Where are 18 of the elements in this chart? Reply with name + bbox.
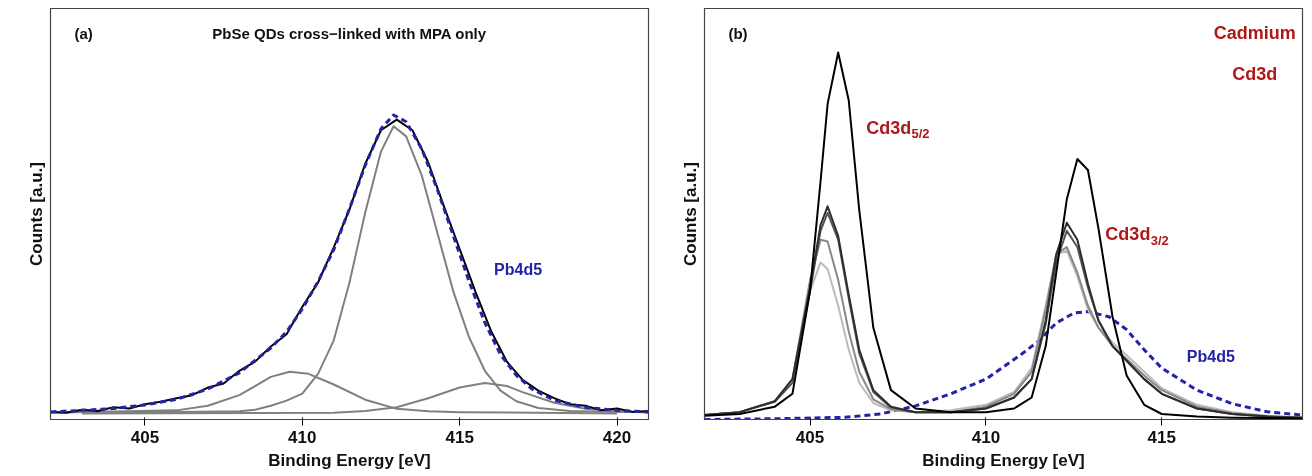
x-tick-label: 415 xyxy=(445,427,474,447)
x-tick-label: 405 xyxy=(795,427,825,447)
annotation: Cd3d xyxy=(1232,64,1278,85)
text: Cadmium xyxy=(1213,23,1296,44)
x-tick-label: 410 xyxy=(288,427,317,447)
x-tick-label: 415 xyxy=(1147,427,1176,447)
chart-title: PbSe QDs cross−linked with MPA only xyxy=(212,24,487,42)
y-axis-title: Counts [a.u.] xyxy=(680,162,700,266)
x-axis-title: Binding Energy [eV] xyxy=(922,450,1085,470)
series-label: Pb4d5 xyxy=(494,261,543,279)
text: (a) xyxy=(74,24,93,42)
text: (b) xyxy=(728,24,748,42)
x-tick-label: 405 xyxy=(130,427,160,447)
x-axis-title: Binding Energy [eV] xyxy=(268,450,431,470)
x-tick-label: 410 xyxy=(971,427,1001,447)
series-label: Pb4d5 xyxy=(1186,347,1235,365)
x-tick-label: 420 xyxy=(602,427,632,447)
y-axis-title: Counts [a.u.] xyxy=(26,162,46,266)
